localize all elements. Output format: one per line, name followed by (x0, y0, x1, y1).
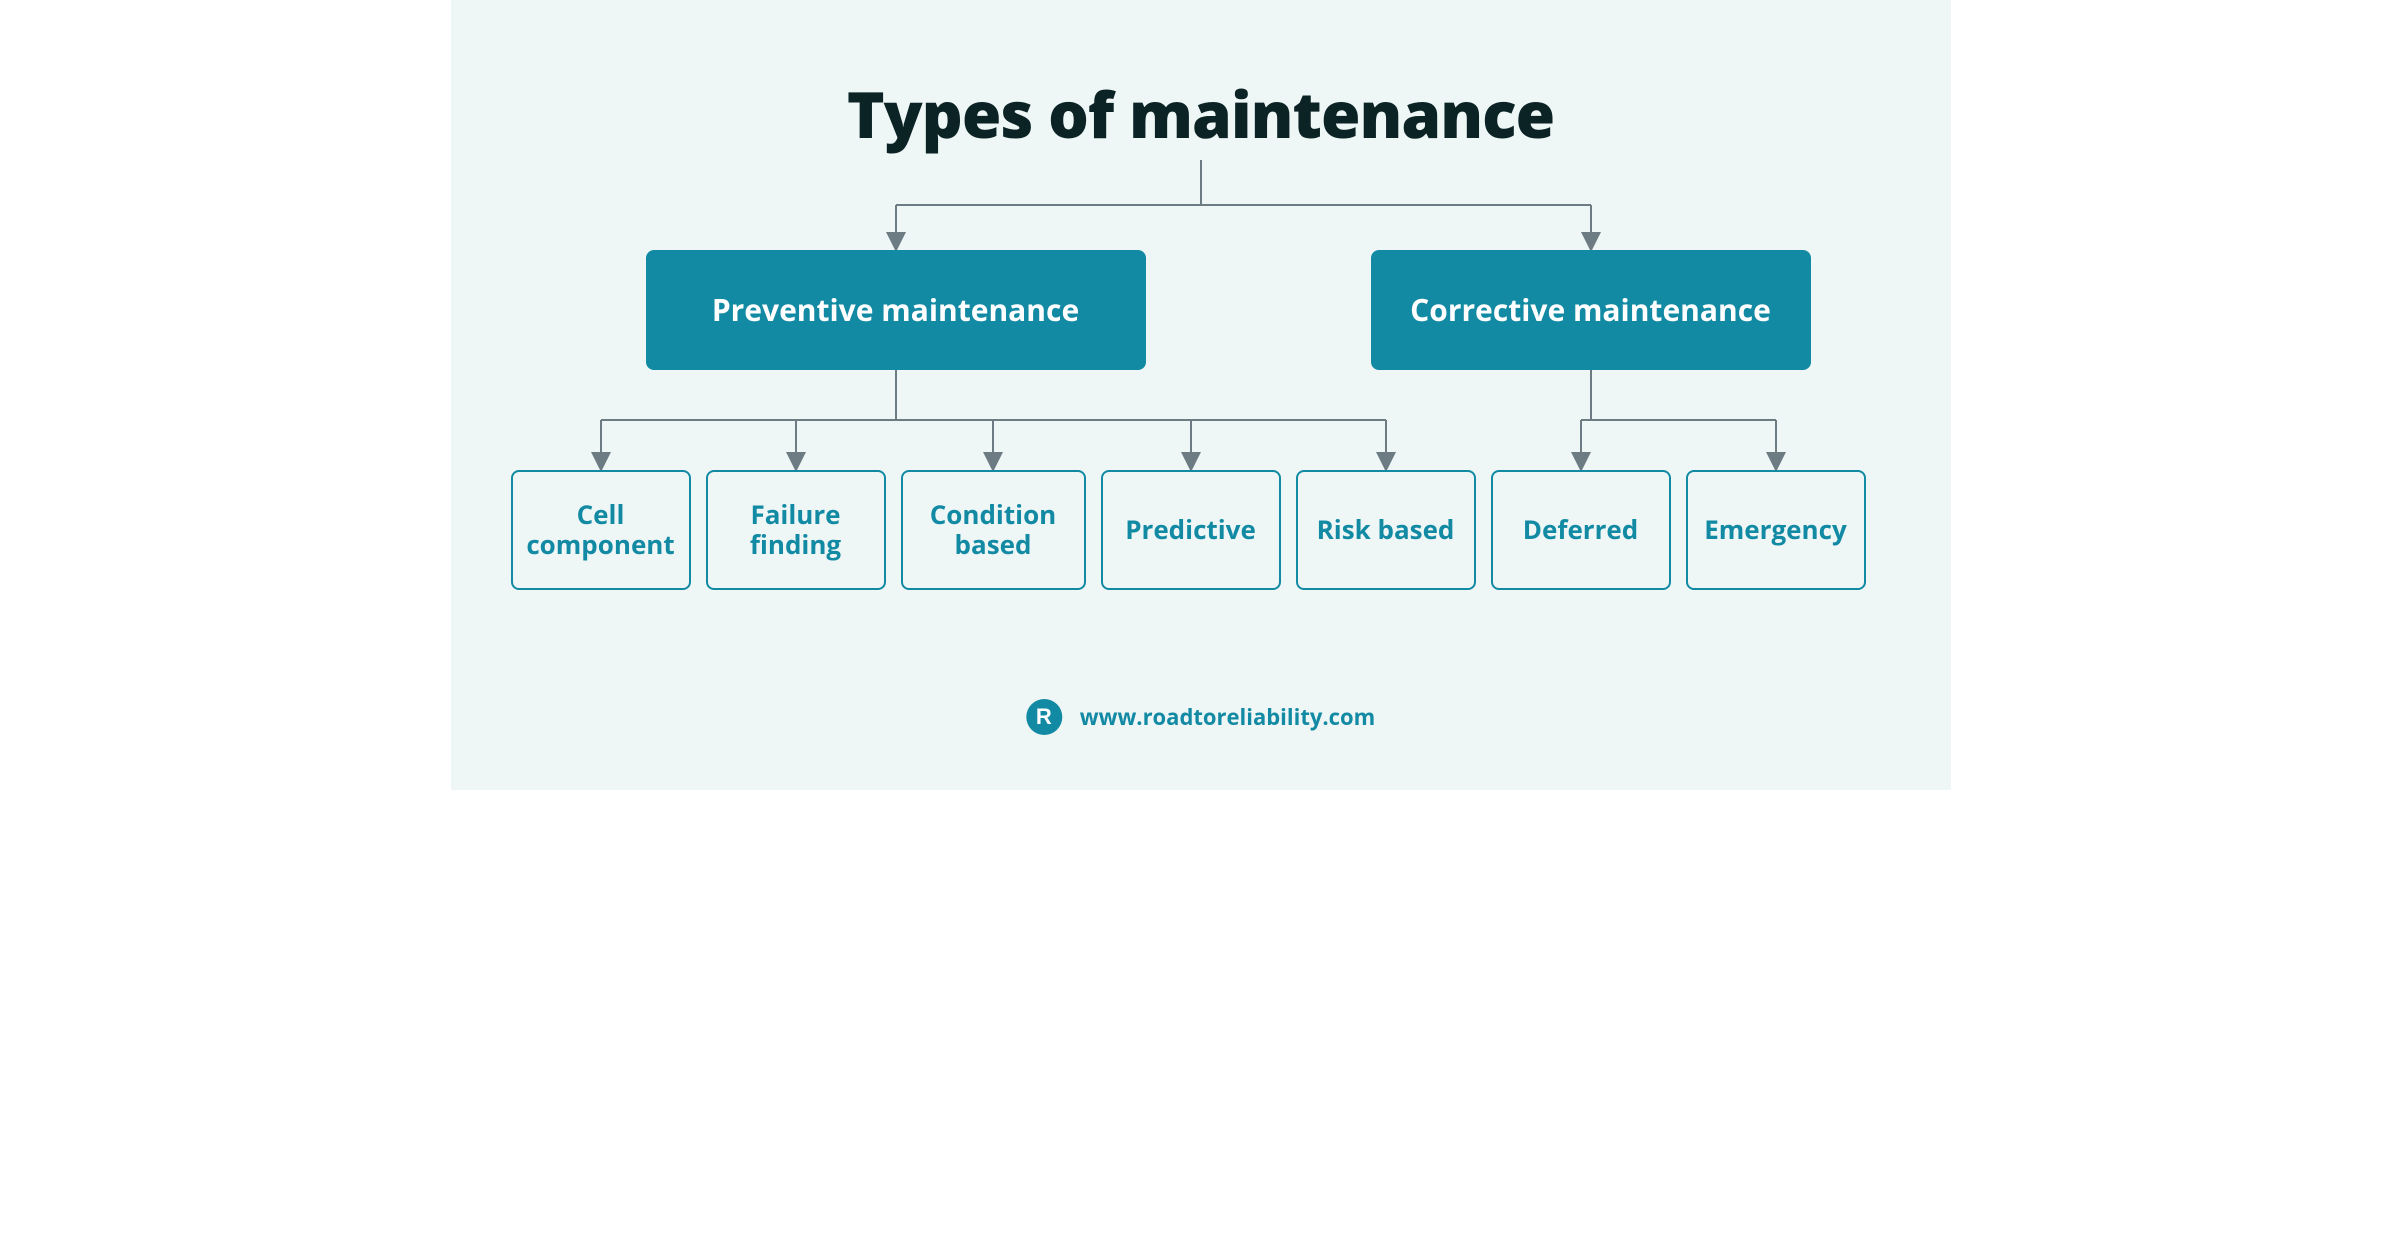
diagram-title: Types of maintenance (847, 70, 1554, 157)
node-predictive: Predictive (1101, 470, 1281, 590)
brand-logo-letter: R (1036, 704, 1052, 730)
node-label: Preventive maintenance (712, 293, 1079, 328)
node-label: Cell component (523, 500, 679, 560)
node-condition-based: Condition based (901, 470, 1086, 590)
brand-logo-icon: R (1026, 699, 1062, 735)
footer: R www.roadtoreliability.com (1026, 699, 1375, 735)
footer-url: www.roadtoreliability.com (1080, 702, 1375, 732)
node-corrective-maintenance: Corrective maintenance (1371, 250, 1811, 370)
node-label: Corrective maintenance (1410, 293, 1771, 328)
node-label: Risk based (1317, 515, 1455, 545)
node-deferred: Deferred (1491, 470, 1671, 590)
node-preventive-maintenance: Preventive maintenance (646, 250, 1146, 370)
node-label: Failure finding (718, 500, 874, 560)
node-label: Condition based (913, 500, 1074, 560)
node-label: Deferred (1523, 515, 1638, 545)
node-emergency: Emergency (1686, 470, 1866, 590)
node-label: Predictive (1125, 515, 1256, 545)
diagram-canvas: Types of maintenance Preventive maintena… (451, 0, 1951, 790)
node-failure-finding: Failure finding (706, 470, 886, 590)
node-risk-based: Risk based (1296, 470, 1476, 590)
node-cell-component: Cell component (511, 470, 691, 590)
node-label: Emergency (1704, 515, 1847, 545)
